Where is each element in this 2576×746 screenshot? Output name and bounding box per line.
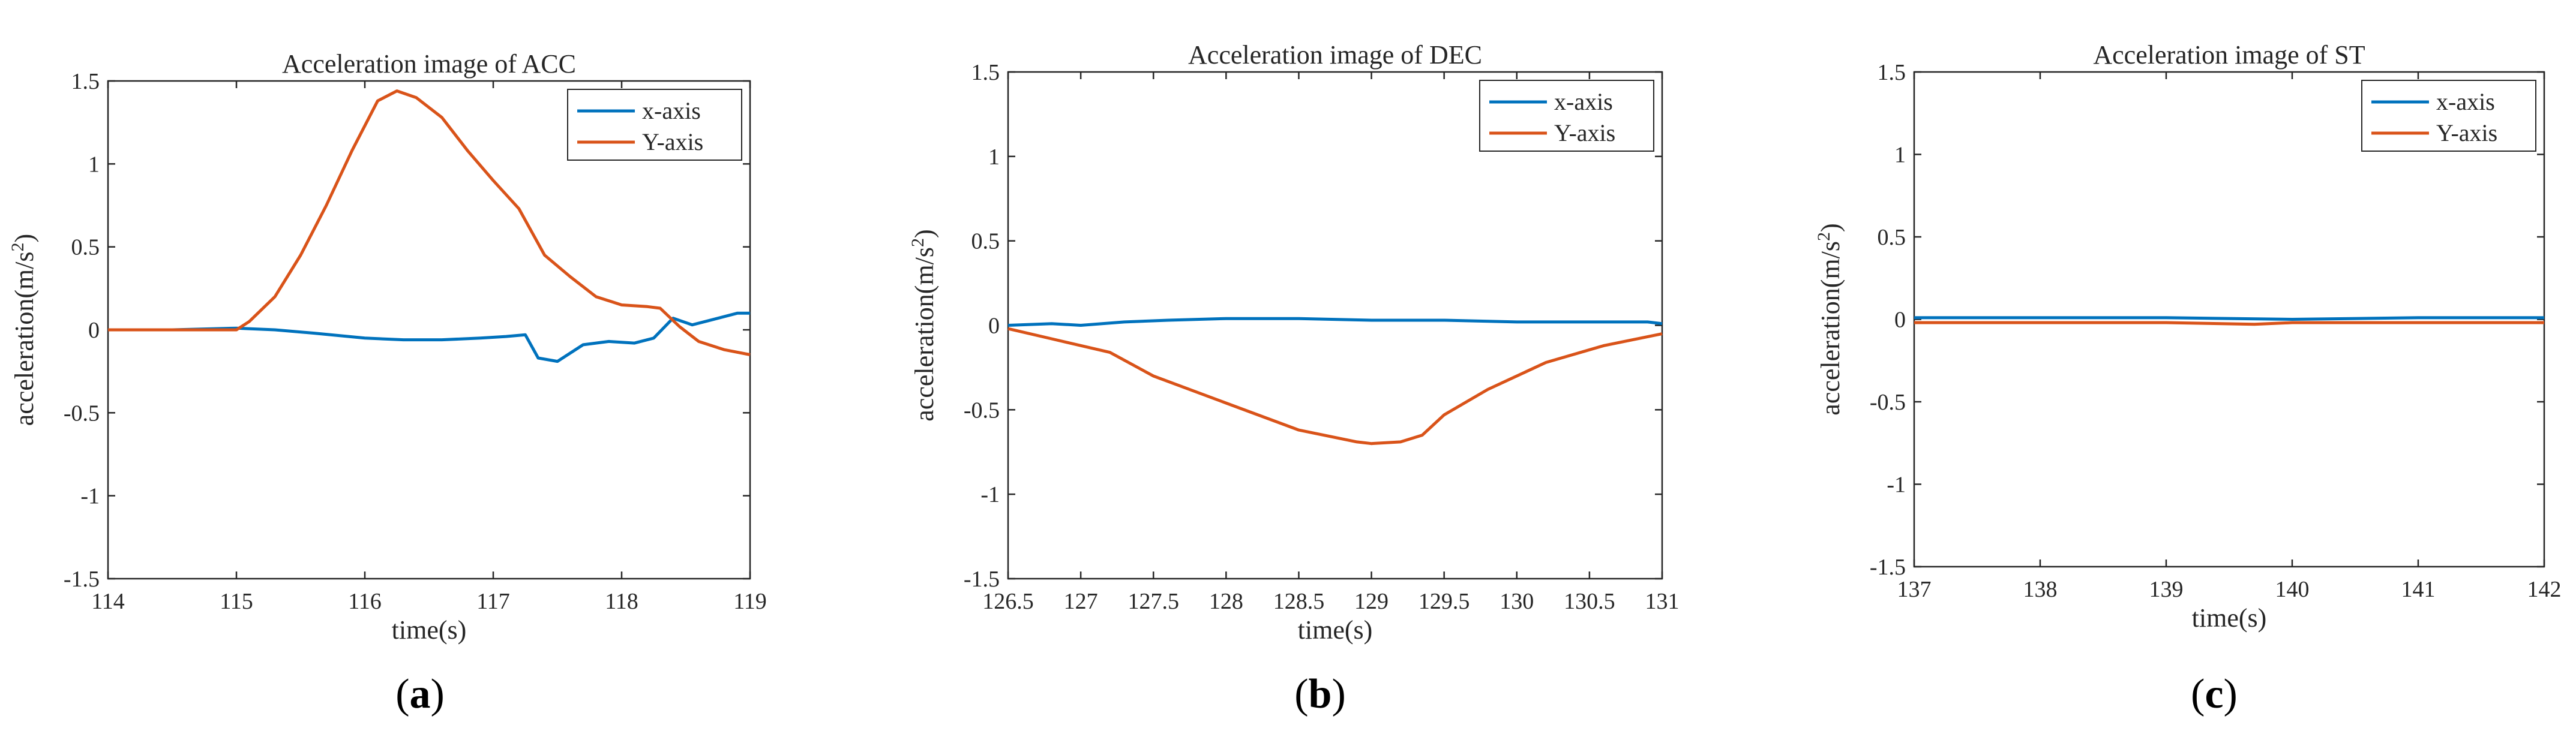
x-tick-label: 128.5 <box>1273 589 1325 614</box>
chart-3: 137 138 139 140 141 142 -1.5 -1 -0.5 0 0.5 1 1.5 Acce… <box>1814 40 2562 717</box>
panel-label: (a) <box>395 671 445 717</box>
y-tick-label: 0 <box>988 314 1000 339</box>
chart-title: Acceleration image of DEC <box>1188 40 1482 70</box>
x-tick-label: 142 <box>2527 577 2562 602</box>
chart-1: 114 115 116 117 118 119 -1.5 -1 -0.5 0 0.5 1 1.5 Acce… <box>8 49 767 717</box>
x-tick-label: 127.5 <box>1127 589 1179 614</box>
x-tick-label: 115 <box>220 589 253 614</box>
series-line-y-axis <box>1914 321 2544 326</box>
x-tick-label: 117 <box>476 589 510 614</box>
x-axis-label: time(s) <box>392 615 467 645</box>
x-tick-label: 140 <box>2275 577 2310 602</box>
y-tick-label: -1 <box>1887 473 1906 498</box>
y-tick-label: 1 <box>988 145 1000 170</box>
x-axis-label: time(s) <box>2192 603 2267 633</box>
y-tick-label: 0 <box>88 318 100 343</box>
legend <box>567 89 742 161</box>
x-tick-label: 127 <box>1064 589 1098 614</box>
y-tick-label: -0.5 <box>1870 390 1906 415</box>
y-tick-label: 0 <box>1894 308 1906 333</box>
x-axis-label: time(s) <box>1298 615 1373 645</box>
y-tick-label: -0.5 <box>64 401 100 426</box>
y-tick-label: 1.5 <box>1878 60 1906 85</box>
y-tick-label: -1.5 <box>1870 555 1906 580</box>
x-tick-label: 141 <box>2401 577 2436 602</box>
y-tick-label: 0.5 <box>1878 225 1906 250</box>
x-tick-label: 114 <box>91 589 125 614</box>
x-tick-label: 130.5 <box>1564 589 1615 614</box>
y-tick-label: 0.5 <box>971 229 1000 254</box>
legend <box>1479 80 1654 152</box>
y-axis-label: acceleration(m/s2) <box>8 234 39 426</box>
series-line-x-axis <box>1914 316 2544 321</box>
legend-label: x-axis <box>2436 88 2495 115</box>
legend-label: x-axis <box>642 97 701 124</box>
plot-area <box>1007 71 1663 580</box>
x-tick-label: 118 <box>605 589 638 614</box>
x-tick-label: 129 <box>1354 589 1389 614</box>
y-tick-label: 1.5 <box>71 69 100 94</box>
panel-label: (b) <box>1294 671 1346 717</box>
x-tick-label: 137 <box>1897 577 1932 602</box>
legend-label: Y-axis <box>1554 119 1615 146</box>
y-tick-label: 0.5 <box>71 235 100 260</box>
y-axis-label: acceleration(m/s2) <box>908 229 939 421</box>
chart-title: Acceleration image of ACC <box>282 49 576 79</box>
series-line-y-axis <box>108 89 751 356</box>
y-tick-label: -1.5 <box>964 567 1000 592</box>
x-tick-label: 116 <box>348 589 382 614</box>
y-tick-label: -0.5 <box>964 398 1000 423</box>
x-tick-label: 126.5 <box>982 589 1034 614</box>
legend-label: Y-axis <box>642 128 703 155</box>
series-line-x-axis <box>1007 317 1663 327</box>
y-tick-label: 1 <box>88 152 100 177</box>
x-tick-label: 129.5 <box>1419 589 1470 614</box>
chart-2: 126.5 127 127.5 128 128.5 129 129.5 130 130.5 131… <box>908 40 1680 717</box>
legend <box>2361 80 2536 152</box>
panel-label: (c) <box>2191 671 2238 717</box>
x-tick-label: 119 <box>733 589 767 614</box>
x-tick-label: 131 <box>1645 589 1680 614</box>
y-tick-label: 1.5 <box>971 60 1000 85</box>
y-axis-label: acceleration(m/s2) <box>1814 223 1845 415</box>
y-tick-label: 1 <box>1894 143 1906 168</box>
x-tick-label: 128 <box>1209 589 1243 614</box>
chart-title: Acceleration image of ST <box>2093 40 2365 70</box>
series-line-y-axis <box>1007 327 1663 446</box>
series-line-x-axis <box>108 311 750 363</box>
y-tick-label: -1.5 <box>64 567 100 592</box>
y-tick-label: -1 <box>980 482 1000 507</box>
legend-label: Y-axis <box>2436 119 2497 146</box>
legend-label: x-axis <box>1554 88 1613 115</box>
x-tick-label: 130 <box>1500 589 1534 614</box>
y-tick-label: -1 <box>80 484 100 509</box>
x-tick-label: 138 <box>2023 577 2058 602</box>
x-tick-label: 139 <box>2149 577 2184 602</box>
